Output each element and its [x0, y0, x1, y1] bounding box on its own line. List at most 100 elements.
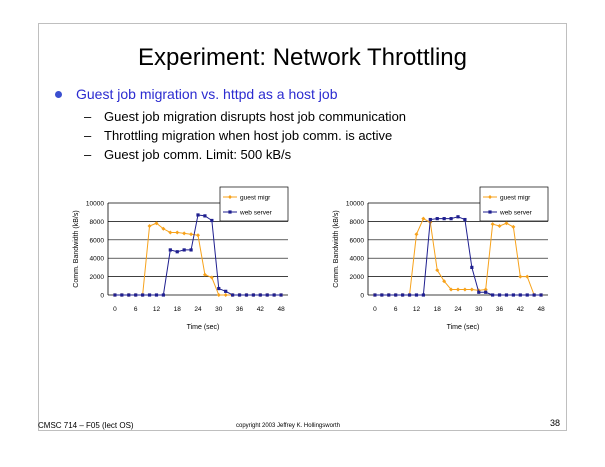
data-point — [154, 293, 159, 297]
data-point — [127, 293, 131, 297]
data-point — [394, 293, 398, 297]
data-point — [189, 248, 193, 252]
data-point — [470, 265, 474, 269]
data-point — [442, 279, 447, 284]
y-tick-label: 0 — [100, 293, 104, 300]
legend-marker — [488, 195, 492, 199]
data-point — [279, 293, 283, 297]
legend-box — [219, 186, 289, 222]
data-point — [161, 226, 166, 231]
data-point — [182, 248, 186, 252]
data-point — [224, 289, 228, 293]
page-number: 38 — [550, 418, 561, 428]
data-point — [532, 293, 536, 297]
data-point — [237, 293, 242, 297]
data-point — [265, 293, 269, 297]
data-point — [189, 232, 194, 237]
data-point — [497, 224, 502, 228]
legend-marker — [228, 195, 232, 199]
legend-label: guest migr — [500, 195, 531, 202]
x-tick-label: 12 — [413, 306, 421, 313]
chart-migration-throttled: 0 2000 4000 6000 8000 10000 0 6 12 18 24 30 36 42 48 Ti… — [333, 186, 549, 331]
dash-icon: – — [84, 147, 92, 162]
chart-migration-unthrottled: 0 2000 4000 6000 8000 10000 0 6 12 18 24 30 36 42 48 Ti… — [73, 186, 289, 331]
x-tick-label: 24 — [454, 306, 462, 313]
x-tick-label: 42 — [517, 306, 525, 313]
sub-bullet-text: Guest job migration disrupts host job co… — [104, 109, 407, 124]
data-point — [161, 293, 165, 297]
data-point — [202, 272, 207, 277]
x-tick-label: 36 — [236, 306, 244, 313]
y-tick-label: 4000 — [350, 256, 365, 263]
data-point — [511, 293, 515, 297]
data-point — [380, 293, 384, 297]
data-point — [525, 293, 529, 297]
sub-bullet-1: – Guest job migration disrupts host job c… — [84, 109, 406, 124]
data-point — [469, 287, 474, 292]
y-tick-label: 10000 — [86, 201, 104, 208]
data-point — [463, 217, 467, 222]
data-point — [414, 232, 419, 237]
data-point — [456, 215, 460, 219]
footer-course: CMSC 714 – F05 (lect OS) — [38, 421, 134, 430]
data-point — [244, 293, 249, 297]
y-tick-label: 6000 — [90, 237, 105, 244]
x-tick-label: 18 — [434, 306, 442, 313]
y-axis-label: Comm. Bandwidth (kB/s) — [73, 210, 80, 287]
data-point — [491, 293, 495, 297]
data-point — [414, 293, 419, 297]
data-point — [511, 224, 516, 229]
footer-copyright: copyright 2003 Jeffrey K. Hollingsworth — [236, 423, 340, 429]
data-point — [196, 233, 200, 238]
y-tick-label: 8000 — [350, 219, 365, 226]
x-tick-label: 36 — [496, 306, 504, 313]
y-tick-label: 2000 — [90, 274, 105, 281]
data-point — [272, 293, 276, 297]
main-bullet-text: Guest job migration vs. httpd as a host … — [76, 86, 338, 102]
x-tick-label: 12 — [153, 306, 161, 313]
sub-bullet-text: Guest job comm. Limit: 500 kB/s — [104, 147, 292, 162]
data-point — [504, 221, 509, 226]
legend-label: web server — [239, 210, 273, 217]
data-point — [113, 293, 117, 297]
data-point — [407, 293, 412, 297]
x-tick-label: 48 — [537, 306, 545, 313]
data-point — [373, 293, 377, 297]
data-point — [209, 275, 214, 280]
series-line-web-server — [114, 214, 282, 296]
data-point — [504, 293, 509, 297]
data-point — [462, 287, 467, 292]
legend-box — [479, 186, 549, 222]
data-point — [175, 250, 179, 254]
y-tick-label: 0 — [360, 293, 364, 300]
sub-bullet-3: – Guest job comm. Limit: 500 kB/s — [84, 147, 291, 162]
data-point — [141, 293, 145, 297]
dash-icon: – — [84, 109, 92, 124]
data-point — [134, 293, 138, 297]
x-tick-label: 42 — [257, 306, 265, 313]
y-axis-label: Comm. Bandwidth (kB/s) — [333, 210, 340, 287]
data-point — [428, 217, 432, 222]
y-tick-label: 2000 — [350, 274, 365, 281]
data-point — [182, 231, 187, 236]
data-point — [518, 293, 522, 297]
data-point — [120, 293, 124, 297]
data-point — [435, 217, 439, 221]
legend-label: guest migr — [240, 195, 271, 202]
data-point — [442, 217, 446, 221]
bullet-dot-icon — [55, 91, 62, 98]
data-point — [147, 293, 152, 297]
y-tick-label: 6000 — [350, 237, 365, 244]
data-point — [147, 224, 152, 228]
x-axis-label: Time (sec) — [447, 324, 480, 331]
data-point — [497, 293, 502, 297]
data-point — [525, 274, 530, 279]
data-point — [421, 216, 426, 221]
data-point — [387, 293, 391, 297]
data-point — [175, 230, 180, 235]
data-point — [210, 218, 214, 223]
data-point — [435, 268, 440, 273]
data-point — [483, 287, 488, 292]
data-point — [539, 293, 543, 297]
x-tick-label: 48 — [277, 306, 285, 313]
